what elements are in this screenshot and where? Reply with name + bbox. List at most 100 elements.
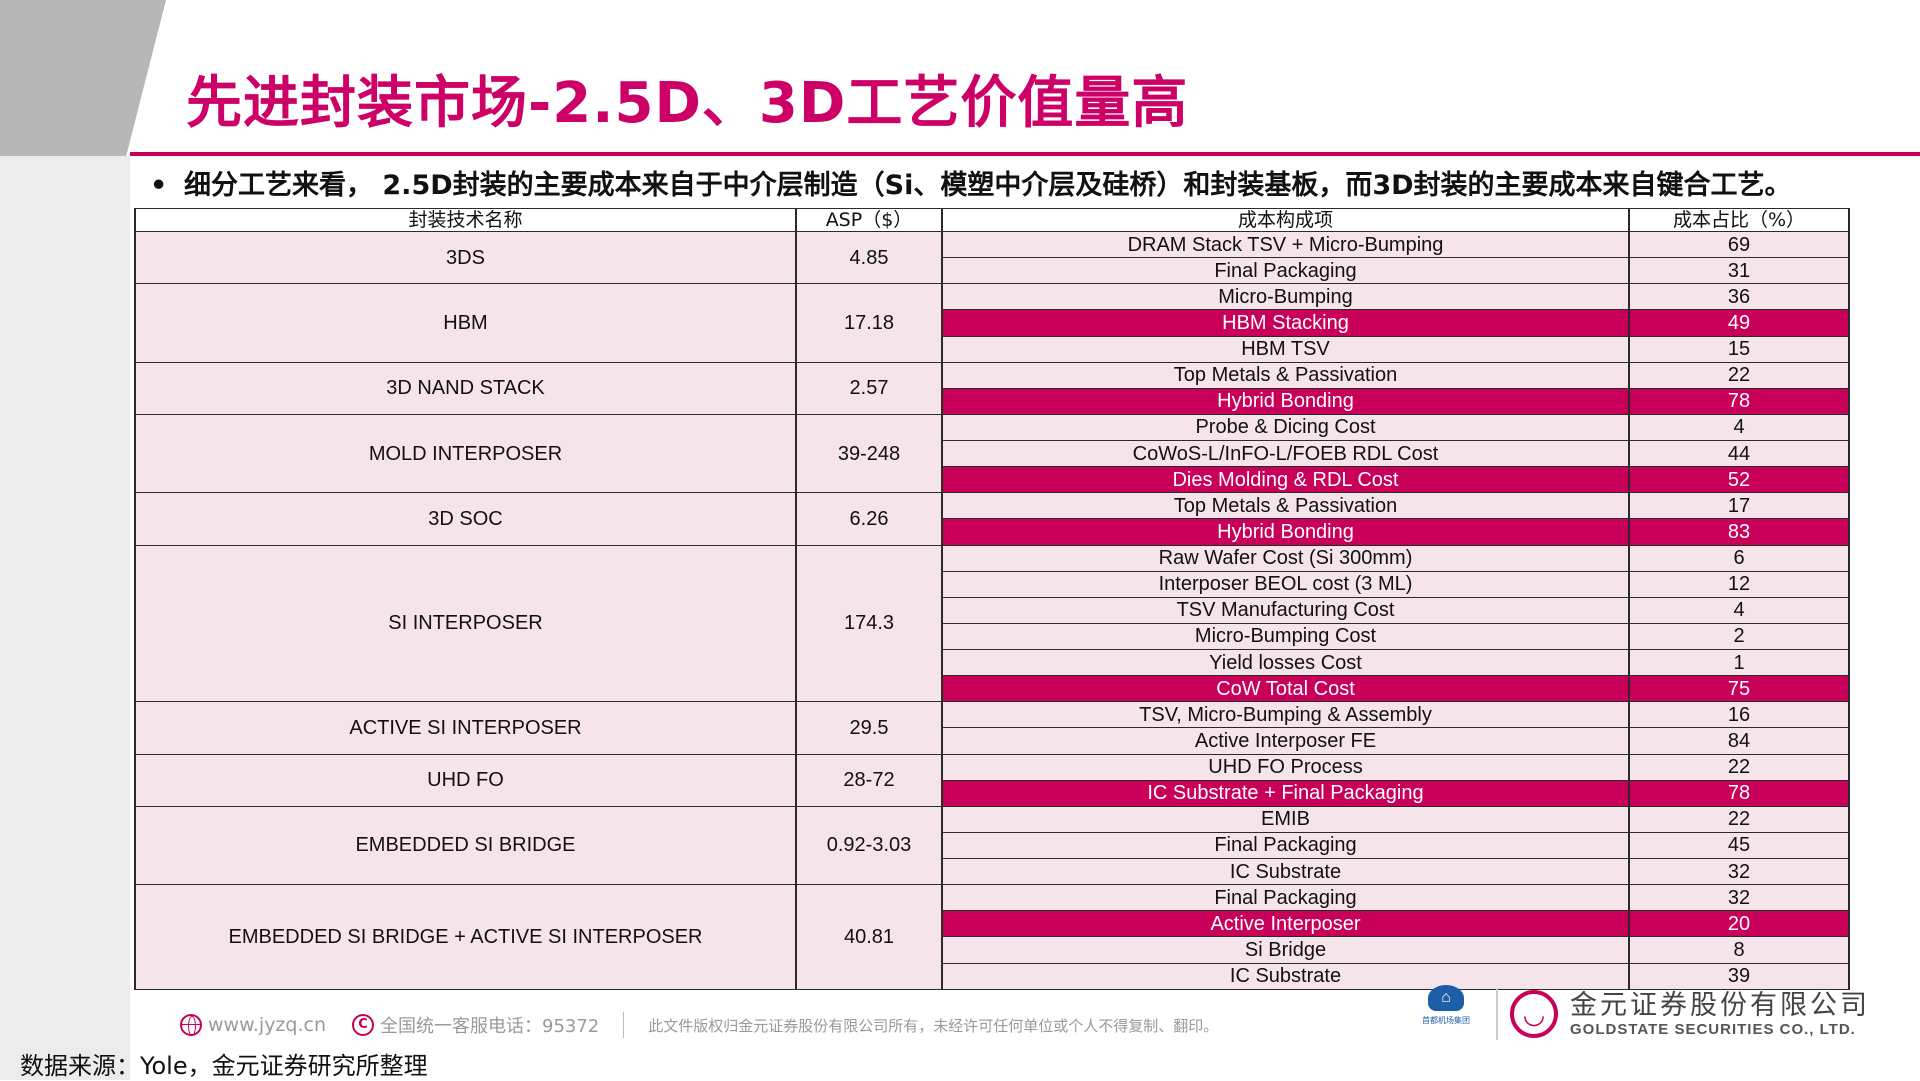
- cost-share-cell: 45: [1628, 831, 1850, 860]
- title-underline: [130, 152, 1920, 156]
- cost-share-cell: 6: [1628, 544, 1850, 572]
- cost-item-cell: TSV Manufacturing Cost: [941, 596, 1630, 624]
- cost-share-cell: 4: [1628, 596, 1850, 624]
- tech-name-cell: SI INTERPOSER: [134, 544, 797, 703]
- phone-icon: C: [352, 1014, 374, 1036]
- cost-item-cell: HBM TSV: [941, 335, 1630, 363]
- side-decoration: [0, 156, 130, 1080]
- cost-item-cell: CoWoS-L/InFO-L/FOEB RDL Cost: [941, 439, 1630, 468]
- cost-share-cell: 22: [1628, 753, 1850, 781]
- table-row: IC Substrate 39: [135, 962, 1850, 990]
- company-name-en: GOLDSTATE SECURITIES CO., LTD.: [1570, 1020, 1856, 1038]
- airport-emblem-icon: ⌂: [1428, 985, 1464, 1011]
- asp-cell: 17.18: [795, 283, 943, 363]
- cost-share-cell: 16: [1628, 701, 1850, 729]
- table-header-row: 封装技术名称 ASP（$） 成本构成项 成本占比（%）: [134, 208, 1850, 232]
- bullet-text: 细分工艺来看， 2.5D封装的主要成本来自于中介层制造（Si、模塑中介层及硅桥）…: [184, 170, 1792, 201]
- goldstate-wordmark: 金元证券股份有限公司 GOLDSTATE SECURITIES CO., LTD…: [1570, 990, 1870, 1038]
- cost-share-cell: 12: [1628, 570, 1850, 598]
- tech-name-cell: EMBEDDED SI BRIDGE: [134, 805, 797, 886]
- cost-item-cell: Probe & Dicing Cost: [941, 413, 1630, 442]
- airport-group-logo: ⌂ 首都机场集团: [1408, 985, 1484, 1043]
- cost-share-cell: 32: [1628, 884, 1850, 912]
- cost-item-cell: Interposer BEOL cost (3 ML): [941, 570, 1630, 598]
- asp-cell: 29.5: [795, 701, 943, 755]
- cost-item-cell: Micro-Bumping: [941, 283, 1630, 311]
- table-row: Active Interposer 20: [135, 910, 1850, 938]
- cost-item-cell: EMIB: [941, 805, 1630, 833]
- cost-item-cell: Top Metals & Passivation: [941, 361, 1630, 389]
- globe-icon: [180, 1014, 202, 1036]
- table-row: Active Interposer FE 84: [135, 727, 1850, 755]
- footer-copyright: 此文件版权归金元证券股份有限公司所有，未经许可任何单位或个人不得复制、翻印。: [648, 1016, 1219, 1035]
- cost-share-cell: 84: [1628, 727, 1850, 755]
- cost-share-cell: 39: [1628, 962, 1850, 990]
- cost-share-cell: 22: [1628, 805, 1850, 833]
- airport-group-name: 首都机场集团: [1422, 1016, 1470, 1025]
- asp-cell: 2.57: [795, 361, 943, 415]
- cost-item-cell: IC Substrate + Final Packaging: [941, 779, 1630, 807]
- table-row: SI INTERPOSER 174.3 Raw Wafer Cost (Si 300…: [134, 544, 1850, 703]
- corner-decoration: [0, 0, 166, 156]
- table-row: CoW Total Cost 75: [135, 675, 1850, 703]
- bullet-point: • 细分工艺来看， 2.5D封装的主要成本来自于中介层制造（Si、模塑中介层及硅桥…: [150, 163, 1910, 202]
- cost-share-cell: 83: [1628, 518, 1850, 546]
- table-row: EMBEDDED SI BRIDGE + ACTIVE SI INTERPOSE…: [134, 884, 1850, 990]
- asp-cell: 40.81: [795, 884, 943, 990]
- cost-share-cell: 75: [1628, 675, 1850, 703]
- bullet-dot: •: [150, 170, 168, 201]
- table-row: Si Bridge 8: [135, 936, 1850, 964]
- table-row: Final Packaging 31: [135, 257, 1850, 285]
- cost-item-cell: IC Substrate: [941, 857, 1630, 886]
- cost-share-cell: 20: [1628, 910, 1850, 938]
- tech-name-cell: 3D NAND STACK: [134, 361, 797, 415]
- cost-item-cell: Final Packaging: [941, 831, 1630, 860]
- table-row: Hybrid Bonding 78: [135, 387, 1850, 415]
- footer-bar: www.jyzq.cn C 全国统一客服电话：95372 此文件版权归金元证券股…: [180, 1010, 1218, 1040]
- goldstate-emblem-icon: ◡: [1510, 990, 1558, 1038]
- cost-share-cell: 52: [1628, 466, 1850, 494]
- tech-name-cell: 3D SOC: [134, 492, 797, 546]
- footer-phone: 全国统一客服电话：95372: [380, 1016, 600, 1037]
- cost-share-cell: 22: [1628, 361, 1850, 389]
- tech-name-cell: UHD FO: [134, 753, 797, 807]
- cost-share-cell: 4: [1628, 413, 1850, 442]
- table-row: 3D SOC 6.26 Top Metals & Passivation 17: [134, 492, 1850, 546]
- tech-name-cell: MOLD INTERPOSER: [134, 413, 797, 494]
- cost-share-cell: 17: [1628, 492, 1850, 520]
- data-source: 数据来源：Yole，金元证券研究所整理: [20, 1052, 428, 1080]
- table-row: Yield losses Cost 1: [135, 648, 1850, 677]
- asp-cell: 0.92-3.03: [795, 805, 943, 886]
- cost-share-cell: 1: [1628, 648, 1850, 677]
- logo-area: ⌂ 首都机场集团 ◡ 金元证券股份有限公司 GOLDSTATE SECURITI…: [1408, 984, 1870, 1044]
- cost-item-cell: DRAM Stack TSV + Micro-Bumping: [941, 230, 1630, 259]
- table-row: UHD FO 28-72 UHD FO Process 22: [134, 753, 1850, 807]
- cost-item-cell: Yield losses Cost: [941, 648, 1630, 677]
- cost-item-cell: Si Bridge: [941, 936, 1630, 964]
- footer-url[interactable]: www.jyzq.cn: [208, 1014, 326, 1036]
- cost-item-cell: Active Interposer: [941, 910, 1630, 938]
- cost-item-cell: IC Substrate: [941, 962, 1630, 990]
- cost-share-cell: 49: [1628, 309, 1850, 337]
- table-row: MOLD INTERPOSER 39-248 Probe & Dicing Cost…: [134, 413, 1850, 494]
- cost-share-cell: 78: [1628, 779, 1850, 807]
- cost-item-cell: Dies Molding & RDL Cost: [941, 466, 1630, 494]
- asp-cell: 4.85: [795, 230, 943, 285]
- tech-name-cell: ACTIVE SI INTERPOSER: [134, 701, 797, 755]
- cost-item-cell: Active Interposer FE: [941, 727, 1630, 755]
- table-row: Final Packaging 45: [135, 831, 1850, 860]
- table-row: IC Substrate + Final Packaging 78: [135, 779, 1850, 807]
- table-row: Micro-Bumping Cost 2: [135, 622, 1850, 651]
- asp-cell: 6.26: [795, 492, 943, 546]
- cost-share-cell: 32: [1628, 857, 1850, 886]
- header-asp: ASP（$）: [795, 208, 943, 232]
- table-row: ACTIVE SI INTERPOSER 29.5 TSV, Micro-Bumpi…: [134, 701, 1850, 755]
- cost-share-cell: 8: [1628, 936, 1850, 964]
- asp-cell: 174.3: [795, 544, 943, 703]
- cost-share-cell: 44: [1628, 439, 1850, 468]
- asp-cell: 28-72: [795, 753, 943, 807]
- table-row: Hybrid Bonding 83: [135, 518, 1850, 546]
- table-row: HBM 17.18 Micro-Bumping 36: [134, 283, 1850, 363]
- cost-share-cell: 31: [1628, 257, 1850, 285]
- cost-share-cell: 69: [1628, 230, 1850, 259]
